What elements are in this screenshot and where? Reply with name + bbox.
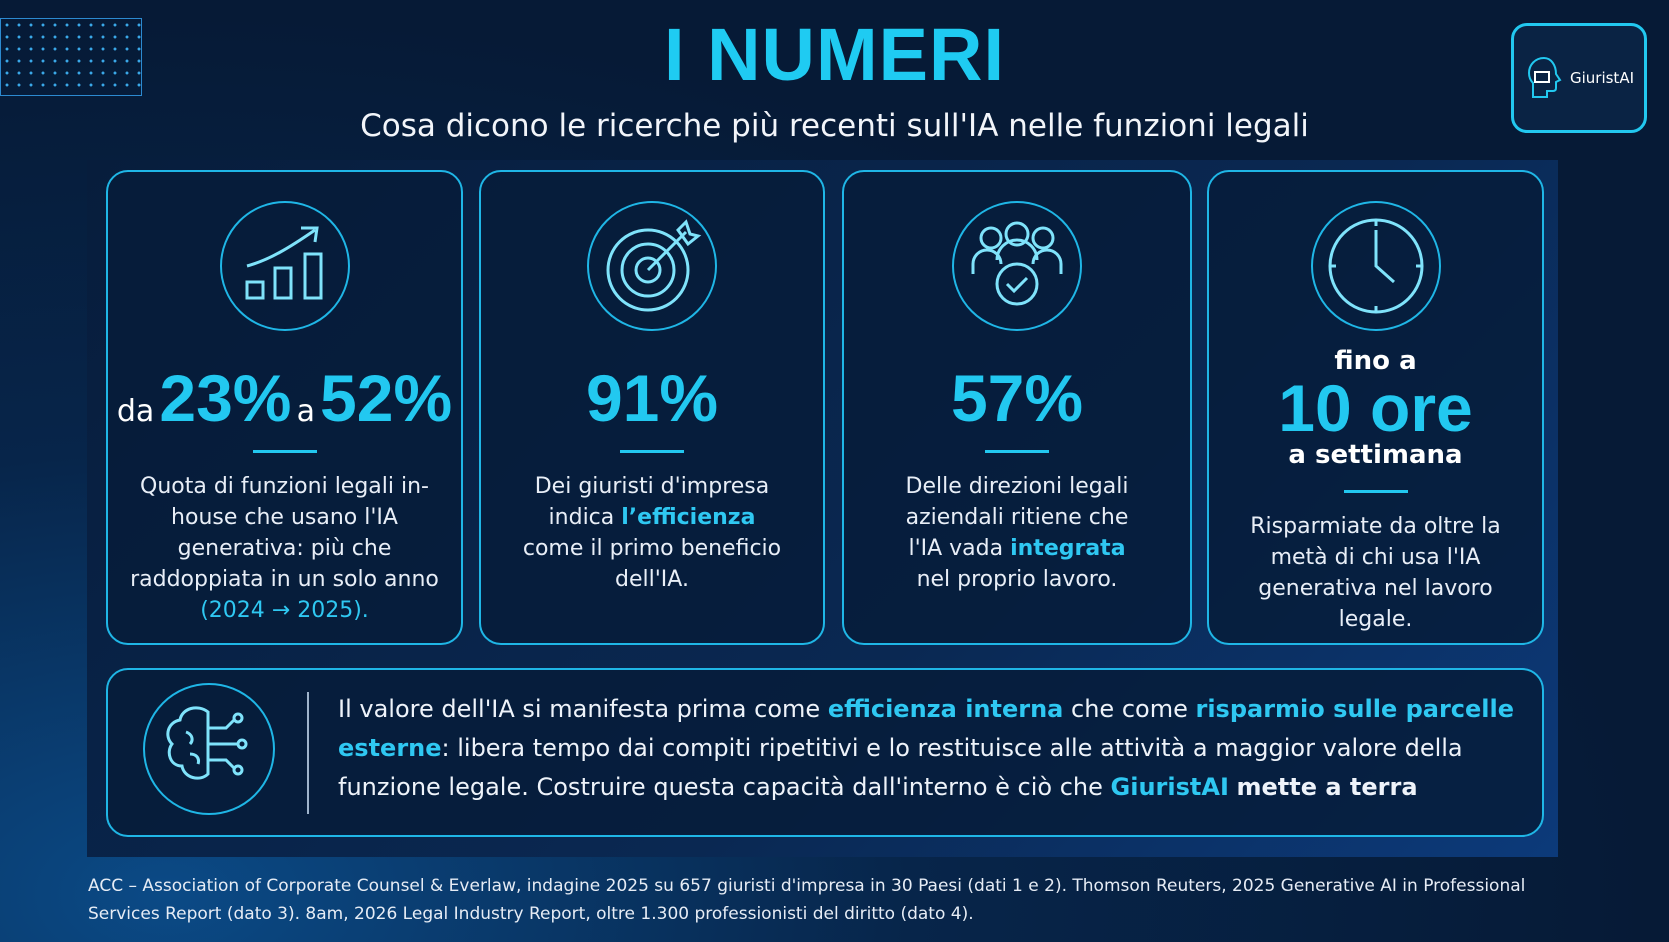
desc-text: Quota di funzioni legali in-house che us…: [130, 474, 439, 592]
summary-part: : libera tempo dai compiti ripetitivi e …: [338, 734, 1463, 801]
stat-prefix: fino a: [1334, 346, 1417, 376]
stat-description: Risparmiate da oltre la metà di chi usa …: [1250, 514, 1501, 632]
stat-description: Dei giuristi d'impresa indica l’efficien…: [481, 471, 823, 595]
stat-card: fino a 10 ore a settimana Risparmiate da…: [1207, 170, 1544, 645]
stat-number: 91%: [585, 361, 719, 435]
dot-pattern: [0, 18, 142, 96]
stat-suffix: a settimana: [1288, 440, 1463, 470]
stat-prefix: da: [116, 394, 155, 429]
logo-icon: [1527, 56, 1562, 98]
desc-text: come il primo beneficio dell'IA.: [522, 536, 782, 592]
desc-text: nel proprio lavoro.: [916, 567, 1118, 592]
summary-highlight: risparmio sulle parcelle esterne: [338, 695, 1515, 762]
summary-box: Il valore dell'IA si manifesta prima com…: [106, 668, 1544, 837]
logo: GiuristAI: [1511, 23, 1647, 133]
summary-part: che come: [1071, 695, 1188, 723]
stat-card: 57% Delle direzioni legali aziendali rit…: [842, 170, 1192, 645]
desc-text: Delle direzioni legali aziendali ritiene…: [905, 474, 1129, 561]
summary-part: mette a terra: [1236, 773, 1418, 801]
team-icon: [952, 201, 1082, 331]
desc-highlight: l’efficienza: [621, 505, 756, 530]
title: I NUMERI: [664, 13, 1005, 96]
brain-icon: [143, 683, 275, 815]
separator: [307, 692, 309, 814]
growth-icon: [219, 201, 350, 331]
desc-text: Dei giuristi d'impresa indica: [534, 474, 770, 530]
stat-number: 10 ore: [1278, 371, 1473, 445]
stat-number: 23%: [159, 361, 292, 435]
divider: [985, 450, 1049, 453]
summary-highlight: efficienza interna: [827, 695, 1064, 723]
divider: [620, 450, 684, 453]
stat-number: 57%: [950, 361, 1084, 435]
stat-description: Delle direzioni legali aziendali ritiene…: [844, 471, 1190, 595]
divider: [1343, 490, 1408, 493]
summary-highlight: GiuristAI: [1110, 773, 1229, 801]
desc-highlight: (2024 → 2025).: [200, 598, 369, 623]
stat-card: 91% Dei giuristi d'impresa indica l’effi…: [479, 170, 825, 645]
clock-icon: [1310, 201, 1441, 331]
desc-highlight: integrata: [1010, 536, 1126, 561]
summary-text: Il valore dell'IA si manifesta prima com…: [338, 690, 1518, 807]
divider: [252, 450, 317, 453]
summary-part: Il valore dell'IA si manifesta prima com…: [338, 695, 821, 723]
stat-number: 52%: [320, 361, 453, 435]
target-icon: [587, 201, 717, 331]
stat-value: da 23% a 52%: [117, 360, 452, 436]
stat-description: Quota di funzioni legali in-house che us…: [108, 471, 461, 626]
stat-connector: a: [296, 394, 315, 429]
stat-card: da 23% a 52% Quota di funzioni legali in…: [106, 170, 463, 645]
logo-text: GiuristAI: [1569, 69, 1634, 87]
source-note: ACC – Association of Corporate Counsel &…: [88, 876, 1526, 924]
subtitle: Cosa dicono le ricerche più recenti sull…: [360, 108, 1309, 144]
